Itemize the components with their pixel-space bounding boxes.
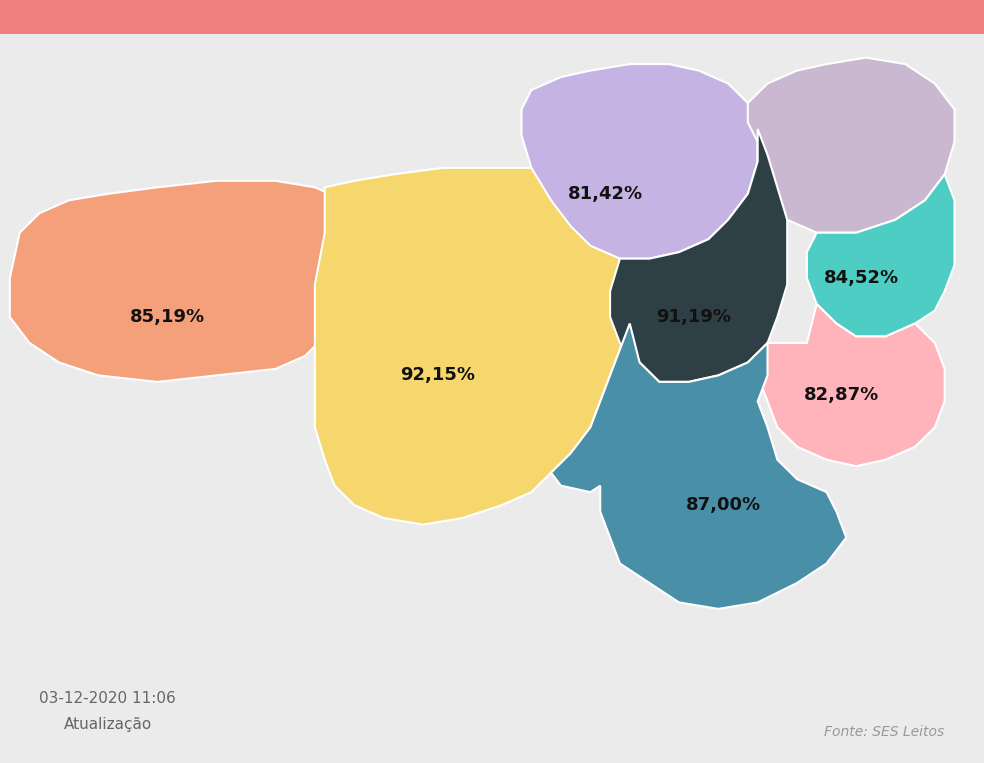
Text: 81,42%: 81,42% xyxy=(568,185,643,203)
Text: 91,19%: 91,19% xyxy=(656,308,731,326)
Text: 92,15%: 92,15% xyxy=(400,366,475,385)
Text: 82,87%: 82,87% xyxy=(804,386,879,404)
Polygon shape xyxy=(522,64,758,259)
Text: 03-12-2020 11:06: 03-12-2020 11:06 xyxy=(39,691,176,706)
Text: Atualização: Atualização xyxy=(64,717,153,732)
Polygon shape xyxy=(10,181,354,382)
Polygon shape xyxy=(807,175,954,336)
Text: 87,00%: 87,00% xyxy=(686,496,761,514)
Text: 84,52%: 84,52% xyxy=(824,269,898,287)
Polygon shape xyxy=(315,168,649,525)
Polygon shape xyxy=(551,324,846,609)
Polygon shape xyxy=(610,129,787,382)
Polygon shape xyxy=(748,58,954,233)
Text: Taxa de Ocupação: Taxa de Ocupação xyxy=(15,7,226,27)
Polygon shape xyxy=(758,304,945,466)
Text: 85,19%: 85,19% xyxy=(130,308,205,326)
Text: Fonte: SES Leitos: Fonte: SES Leitos xyxy=(825,726,945,739)
